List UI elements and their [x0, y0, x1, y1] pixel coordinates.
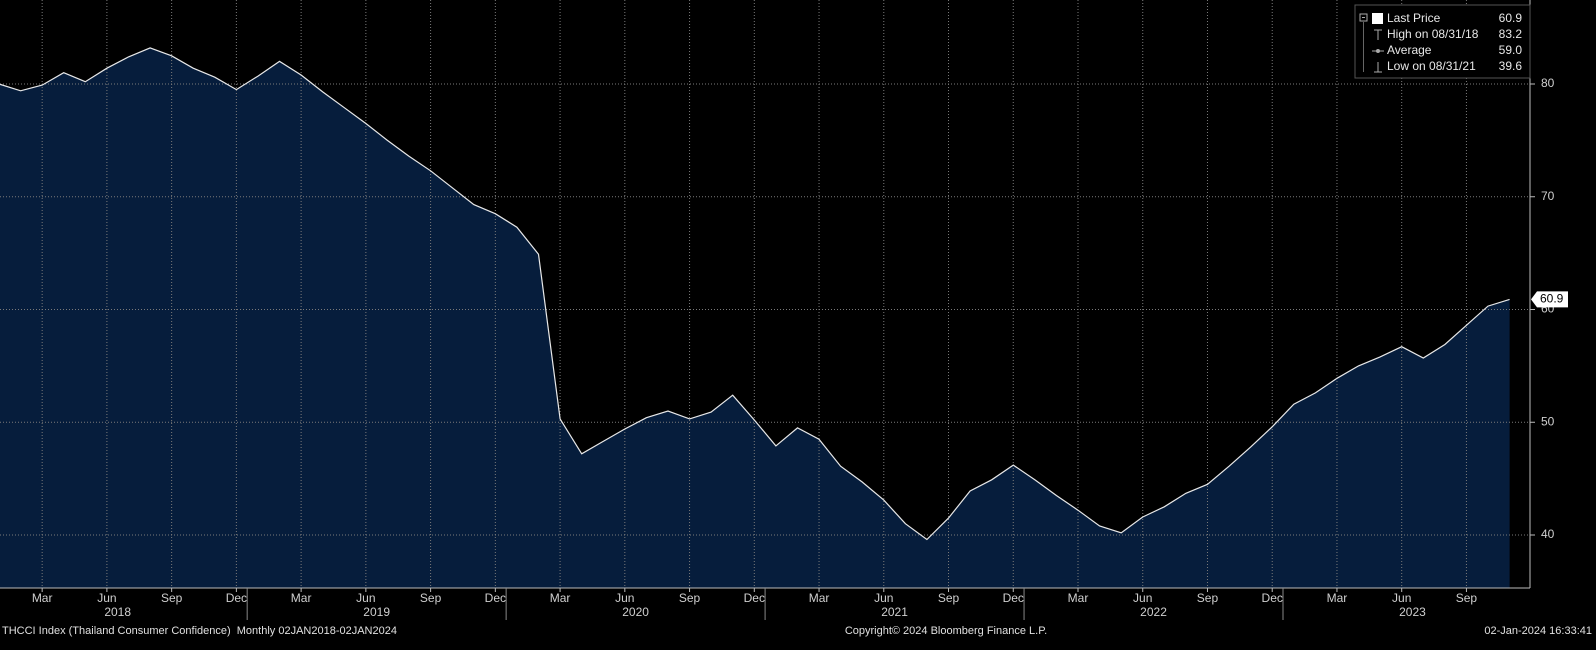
legend-label: Last Price: [1387, 11, 1441, 25]
x-tick-label: Jun: [97, 591, 116, 605]
legend-low-icon: [1374, 62, 1382, 73]
x-tick-label: Mar: [291, 591, 312, 605]
year-label: 2019: [363, 605, 390, 619]
last-value-label: 60.9: [1540, 292, 1564, 306]
x-tick-label: Sep: [1456, 591, 1478, 605]
x-tick-label: Jun: [1133, 591, 1152, 605]
line: [0, 47, 1510, 541]
x-tick-label: Mar: [32, 591, 53, 605]
x-tick-label: Dec: [744, 591, 765, 605]
last-value-tag: [1531, 291, 1568, 308]
x-tick-label: Sep: [420, 591, 442, 605]
footer-center: Copyright© 2024 Bloomberg Finance L.P.: [845, 625, 1047, 637]
legend-value: 60.9: [1499, 11, 1523, 25]
legend-high-icon: [1374, 29, 1382, 40]
legend-value: 59.0: [1499, 43, 1523, 57]
x-tick-label: Mar: [809, 591, 830, 605]
year-label: 2020: [622, 605, 649, 619]
area-fill: [0, 47, 1510, 588]
year-label: 2022: [1140, 605, 1167, 619]
x-tick-label: Mar: [550, 591, 571, 605]
legend-label: High on 08/31/18: [1387, 27, 1479, 41]
legend: Last Price 60.9 High on 08/31/18 83.2 Averag…: [1354, 4, 1531, 79]
legend-items: Last Price 60.9 High on 08/31/18 83.2 Averag…: [1387, 11, 1522, 73]
year-label: 2023: [1399, 605, 1426, 619]
plot-area: [0, 0, 1530, 588]
x-tick-label: Dec: [485, 591, 506, 605]
y-tick-label: 50: [1541, 414, 1555, 428]
legend-value: 39.6: [1499, 59, 1523, 73]
x-tick-label: Dec: [1003, 591, 1024, 605]
legend-value: 83.2: [1499, 27, 1523, 41]
legend-label: Average: [1387, 43, 1432, 57]
x-tick-label: Jun: [615, 591, 634, 605]
y-tick-label: 70: [1541, 189, 1555, 203]
legend-label: Low on 08/31/21: [1387, 59, 1476, 73]
y-tick-label: 80: [1541, 76, 1555, 90]
year-label: 2018: [104, 605, 131, 619]
x-tick-label: Sep: [679, 591, 701, 605]
x-tick-label: Dec: [1262, 591, 1283, 605]
x-tick-label: Dec: [226, 591, 247, 605]
legend-box: [1354, 4, 1531, 79]
x-tick-label: Jun: [1392, 591, 1411, 605]
x-tick-label: Mar: [1068, 591, 1089, 605]
x-tick-label: Mar: [1327, 591, 1348, 605]
x-tick-label: Jun: [356, 591, 375, 605]
y-tick-label: 40: [1541, 527, 1555, 541]
footer-left: THCCI Index (Thailand Consumer Confidenc…: [2, 625, 397, 637]
legend-collapse[interactable]: [1359, 13, 1368, 22]
x-tick-label: Jun: [874, 591, 893, 605]
x-tick-label: Sep: [938, 591, 960, 605]
footer-right: 02-Jan-2024 16:33:41: [1484, 625, 1592, 637]
legend-swatch: [1372, 13, 1383, 24]
year-label: 2021: [881, 605, 908, 619]
legend-avg-dot: [1376, 49, 1380, 53]
x-tick-label: Sep: [161, 591, 183, 605]
x-tick-label: Sep: [1197, 591, 1219, 605]
